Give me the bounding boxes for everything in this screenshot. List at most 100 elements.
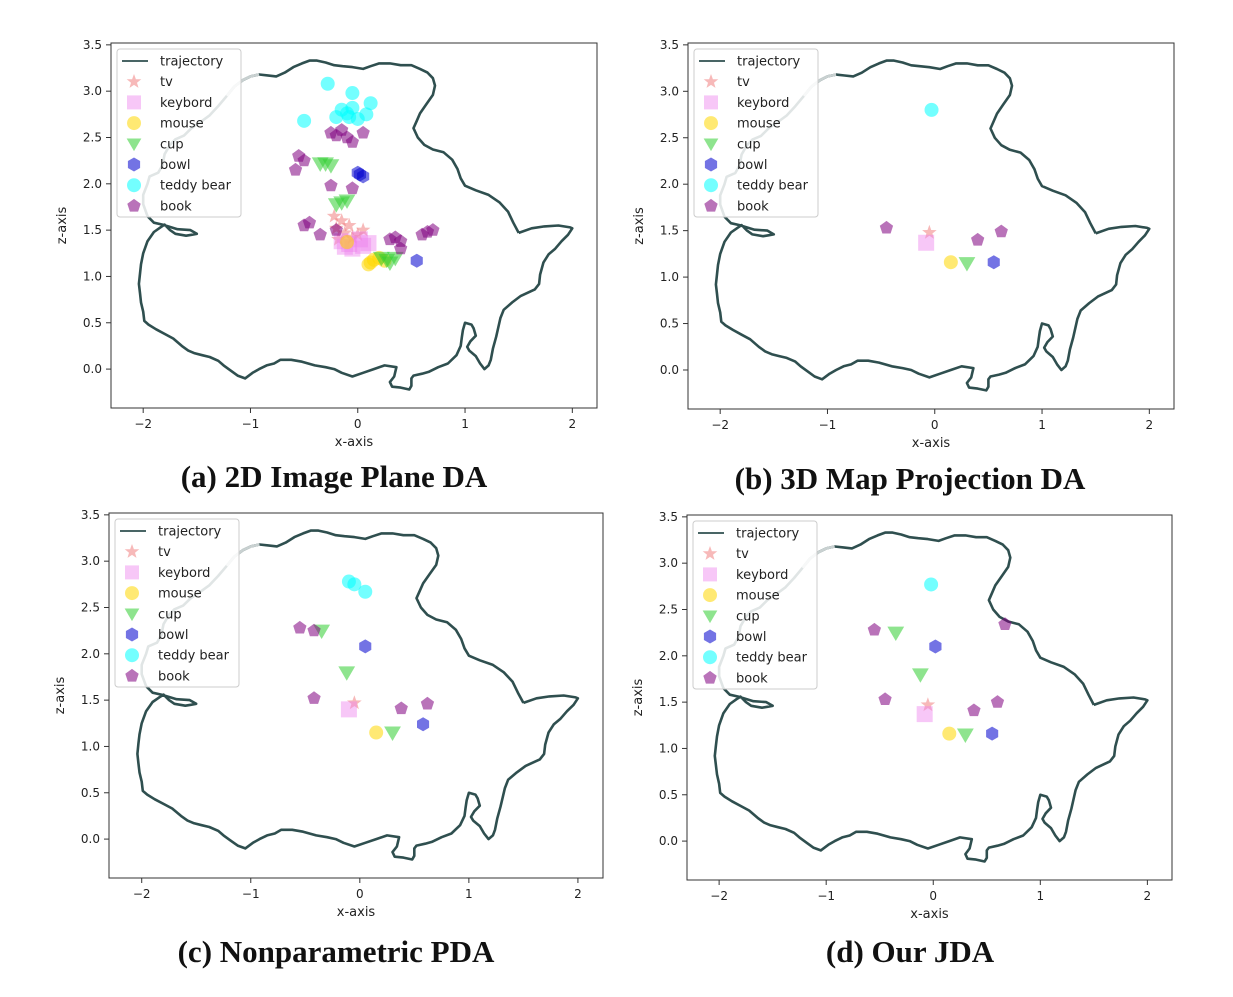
legend-swatch-mouse xyxy=(125,586,139,601)
point-teddy-bear xyxy=(359,107,374,122)
x-tick-label: 2 xyxy=(569,417,577,431)
point-book xyxy=(307,623,321,637)
caption-a: (a) 2D Image Plane DA xyxy=(180,459,488,494)
legend-swatch-tv xyxy=(126,74,142,88)
legend-swatch-cup xyxy=(124,608,140,622)
legend-label: teddy bear xyxy=(160,179,232,194)
y-tick-label: 2.0 xyxy=(81,647,100,661)
point-keybord xyxy=(916,706,933,723)
point-mouse xyxy=(942,726,957,741)
series-tv xyxy=(920,697,936,712)
point-teddy-bear xyxy=(342,110,357,125)
point-teddy-bear xyxy=(358,584,373,599)
point-mouse xyxy=(943,255,958,270)
y-tick-label: 0.0 xyxy=(81,832,100,846)
legend-label: bowl xyxy=(737,158,767,173)
legend-swatch-mouse xyxy=(704,116,718,131)
point-book xyxy=(394,234,408,247)
point-bowl xyxy=(986,726,999,741)
chart-panel-a: −2 −1 0 1 2 0.0 0.5 1.0 1.5 2.0 2.5 3.0 3.5 x-axis z-a… xyxy=(0,0,616,500)
legend-swatch-bowl xyxy=(703,629,717,644)
x-axis-label: x-axis xyxy=(912,436,951,451)
series-cup xyxy=(311,157,404,271)
legend-swatch-tv xyxy=(703,74,719,88)
series-mouse xyxy=(942,726,957,741)
legend-label: bowl xyxy=(158,628,188,643)
point-book xyxy=(994,224,1008,238)
series-book xyxy=(867,617,1012,717)
legend-label: mouse xyxy=(737,117,781,132)
x-tick-label: 2 xyxy=(1146,418,1154,432)
y-tick-label: 2.0 xyxy=(83,177,102,191)
series-keybord xyxy=(916,706,933,723)
x-tick-label: −1 xyxy=(819,418,837,432)
point-book xyxy=(867,622,881,636)
y-tick-label: 2.5 xyxy=(660,131,679,145)
legend-swatch-mouse xyxy=(127,116,141,131)
legend-swatch-bowl xyxy=(704,157,718,172)
point-bowl xyxy=(417,717,430,732)
x-tick-label: 0 xyxy=(354,417,362,431)
x-tick-label: −2 xyxy=(711,418,729,432)
point-book xyxy=(394,701,408,715)
legend-swatch-keybord xyxy=(127,95,141,110)
legend-swatch-keybord xyxy=(703,567,717,582)
legend: trajectory tv keybord mouse cup bowl teddy bea… xyxy=(693,48,819,218)
y-tick-label: 3.5 xyxy=(659,510,678,524)
legend-label: book xyxy=(160,199,192,214)
point-teddy-bear xyxy=(329,110,344,125)
caption-b: (b) 3D Map Projection DA xyxy=(734,461,1086,496)
point-book xyxy=(297,218,311,232)
y-tick-label: 2.0 xyxy=(659,649,678,663)
y-tick-label: 1.5 xyxy=(659,695,678,709)
point-teddy-bear xyxy=(297,113,312,128)
point-keybord xyxy=(355,237,372,254)
point-tv xyxy=(334,213,349,228)
point-book xyxy=(420,696,435,710)
y-tick-label: 3.0 xyxy=(659,556,678,570)
legend-label: mouse xyxy=(736,589,780,604)
point-bowl xyxy=(359,639,372,654)
y-tick-label: 3.0 xyxy=(660,84,679,98)
chart-panel-b: −2 −1 0 1 2 0.0 0.5 1.0 1.5 2.0 2.5 3.0 3.5 x-axis z-a… xyxy=(616,0,1233,500)
x-tick-label: 2 xyxy=(1144,889,1152,903)
series-tv xyxy=(922,224,937,239)
point-book xyxy=(297,153,311,167)
point-book xyxy=(990,695,1005,708)
x-axis-label: x-axis xyxy=(337,905,376,920)
legend-label: book xyxy=(737,199,769,214)
x-axis-label: x-axis xyxy=(910,907,949,922)
point-tv xyxy=(922,224,937,239)
legend-box xyxy=(116,48,242,218)
series-keybord xyxy=(340,701,357,718)
legend-label: keybord xyxy=(158,566,210,581)
legend-label: cup xyxy=(160,137,184,152)
legend-label: tv xyxy=(737,75,750,90)
legend-swatch-keybord xyxy=(125,565,139,580)
legend-swatch-cup xyxy=(703,138,719,152)
legend-label: keybord xyxy=(737,96,789,111)
x-tick-label: −2 xyxy=(134,417,152,431)
series-teddy-bear xyxy=(341,574,373,599)
y-tick-label: 1.5 xyxy=(83,223,102,237)
legend: trajectory tv keybord mouse cup bowl teddy bea… xyxy=(692,520,818,690)
point-book xyxy=(313,227,327,241)
point-book xyxy=(879,220,894,234)
y-tick-label: 3.5 xyxy=(81,508,100,522)
series-book xyxy=(288,123,440,255)
point-tv xyxy=(350,227,366,241)
y-axis-label: z-axis xyxy=(53,676,68,714)
point-teddy-bear xyxy=(320,76,335,91)
point-tv xyxy=(920,697,936,712)
legend-label: teddy bear xyxy=(736,651,808,666)
point-tv xyxy=(347,695,362,710)
legend-swatch-mouse xyxy=(703,588,717,603)
point-book xyxy=(345,181,359,195)
point-tv xyxy=(331,231,346,246)
y-tick-label: 3.5 xyxy=(660,38,679,52)
point-book xyxy=(878,692,892,705)
x-tick-label: 1 xyxy=(461,417,469,431)
point-cup xyxy=(322,159,340,174)
point-book xyxy=(293,620,307,634)
legend-label: cup xyxy=(158,607,182,622)
